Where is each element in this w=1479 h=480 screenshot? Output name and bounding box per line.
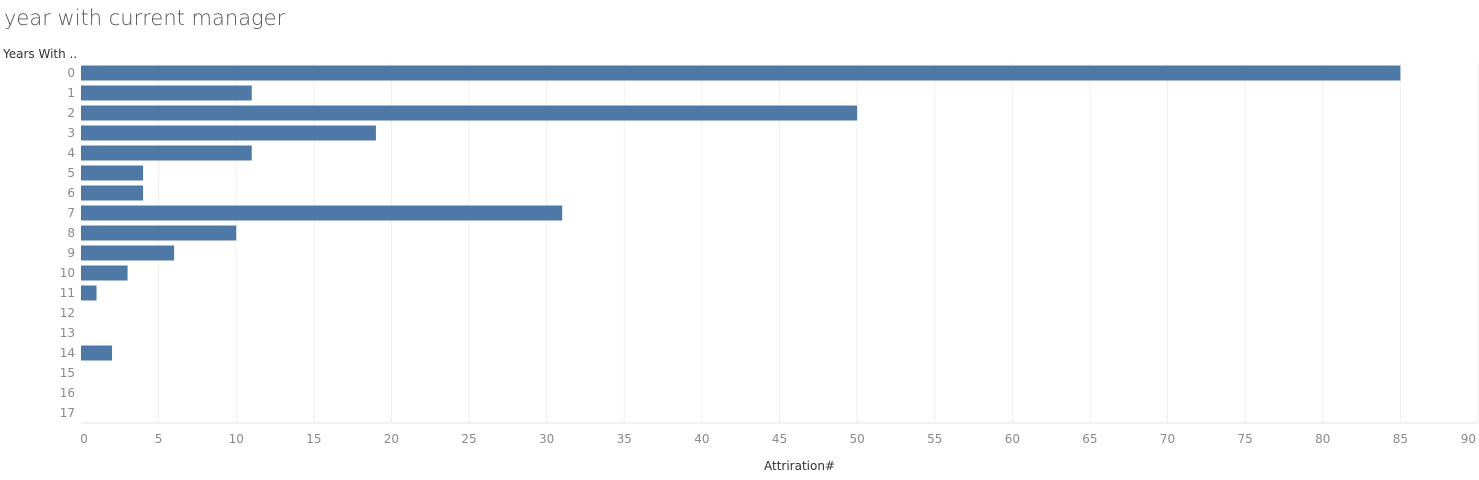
- y-tick-label-2: 2: [67, 106, 75, 120]
- bar-2[interactable]: [81, 105, 858, 121]
- x-tick-label-70: 70: [1160, 432, 1175, 446]
- y-tick-label-14: 14: [60, 346, 75, 360]
- gridlines: [158, 63, 1479, 423]
- x-tick-label-5: 5: [155, 432, 163, 446]
- y-tick-label-16: 16: [60, 386, 75, 400]
- bar-7[interactable]: [81, 205, 563, 221]
- y-tick-label-1: 1: [67, 86, 75, 100]
- y-tick-label-13: 13: [60, 326, 75, 340]
- y-tick-label-10: 10: [60, 266, 75, 280]
- x-tick-label-30: 30: [539, 432, 554, 446]
- x-tick-label-45: 45: [772, 432, 787, 446]
- y-tick-label-12: 12: [60, 306, 75, 320]
- x-tick-label-65: 65: [1082, 432, 1097, 446]
- x-tick-label-40: 40: [694, 432, 709, 446]
- x-tick-label-90: 90: [1461, 432, 1476, 446]
- bar-9[interactable]: [81, 245, 175, 261]
- x-tick-label-25: 25: [461, 432, 476, 446]
- x-tick-label-15: 15: [306, 432, 321, 446]
- y-tick-label-7: 7: [67, 206, 75, 220]
- bar-5[interactable]: [81, 165, 144, 181]
- x-tick-label-85: 85: [1393, 432, 1408, 446]
- chart-title: year with current manager: [4, 6, 286, 30]
- x-tick-label-20: 20: [384, 432, 399, 446]
- x-tick-label-55: 55: [927, 432, 942, 446]
- x-tick-label-60: 60: [1005, 432, 1020, 446]
- bar-14[interactable]: [81, 345, 113, 361]
- bars: [81, 65, 1401, 361]
- bar-4[interactable]: [81, 145, 252, 161]
- y-tick-label-9: 9: [67, 246, 75, 260]
- y-tick-label-6: 6: [67, 186, 75, 200]
- y-tick-label-11: 11: [60, 286, 75, 300]
- x-tick-label-50: 50: [849, 432, 864, 446]
- y-tick-label-0: 0: [67, 66, 75, 80]
- x-axis-label: Attriration#: [764, 459, 835, 473]
- bar-8[interactable]: [81, 225, 237, 241]
- x-tick-label-75: 75: [1238, 432, 1253, 446]
- bar-11[interactable]: [81, 285, 97, 301]
- bar-6[interactable]: [81, 185, 144, 201]
- bar-3[interactable]: [81, 125, 376, 141]
- x-tick-label-10: 10: [229, 432, 244, 446]
- bar-1[interactable]: [81, 85, 252, 101]
- x-tick-labels: 0 5 10 15 20 25 30 35 40 45 50 55 60 65 70 75 80 85 90: [80, 432, 1476, 446]
- x-tick-label-35: 35: [617, 432, 632, 446]
- bar-0[interactable]: [81, 65, 1401, 81]
- y-tick-label-3: 3: [67, 126, 75, 140]
- y-axis-header: Years With ..: [3, 47, 78, 61]
- y-tick-label-5: 5: [67, 166, 75, 180]
- x-tick-label-80: 80: [1315, 432, 1330, 446]
- y-tick-label-15: 15: [60, 366, 75, 380]
- bar-10[interactable]: [81, 265, 128, 281]
- y-tick-label-8: 8: [67, 226, 75, 240]
- y-tick-label-4: 4: [67, 146, 75, 160]
- y-tick-label-17: 17: [60, 406, 75, 420]
- x-tick-label-0: 0: [80, 432, 88, 446]
